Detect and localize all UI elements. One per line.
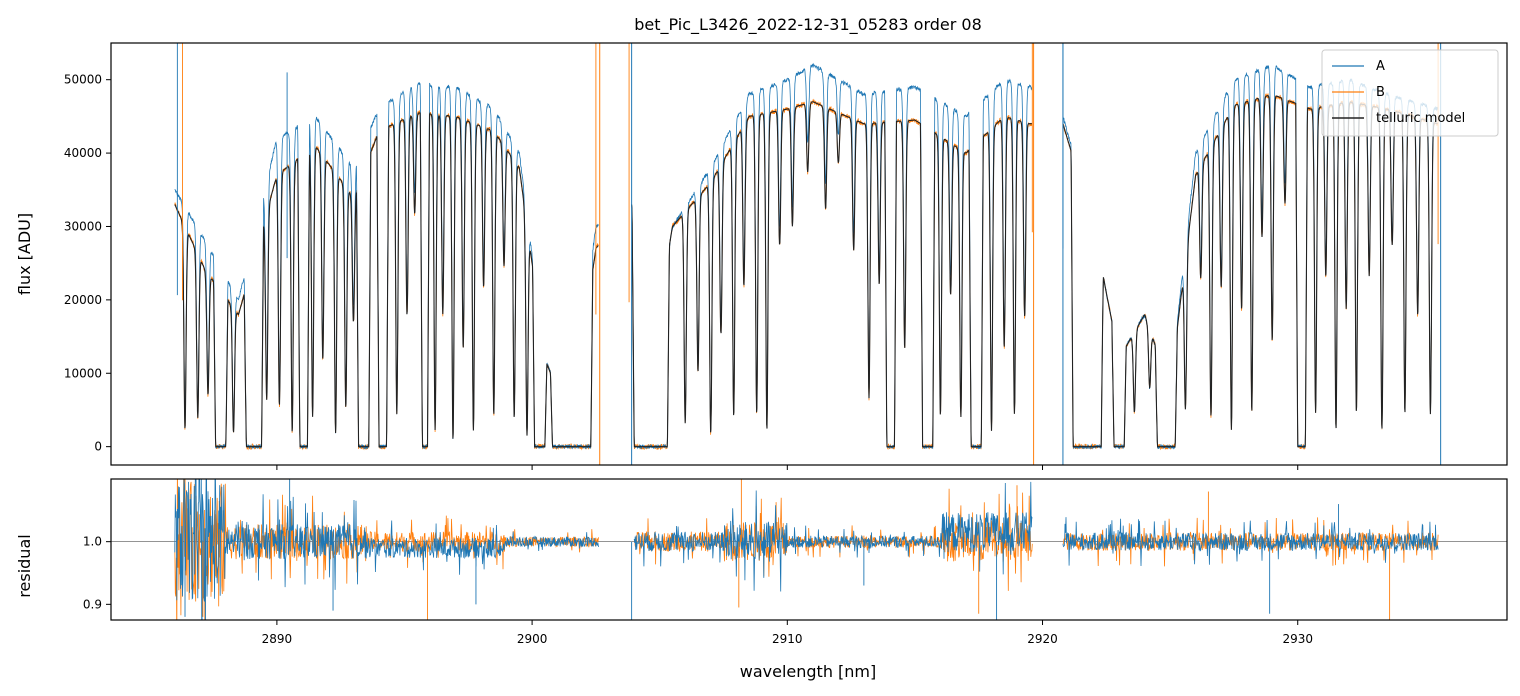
chart-title: bet_Pic_L3426_2022-12-31_05283 order 08 [634, 15, 982, 35]
flux-panel: 0 10000 20000 30000 40000 50000 flux [ADU] AB… [15, 42, 1508, 470]
residual-panel: 0.9 1.0 2890 2900 2910 2920 2930 residual wave… [15, 478, 1508, 681]
telluric-model-line [631, 101, 1033, 448]
flux-plot-area [174, 43, 1442, 465]
residual-a-line [633, 481, 1033, 592]
residual-y-axis-label: residual [15, 534, 34, 597]
x-tick-label: 2910 [772, 632, 803, 646]
flux-y-tick-label: 10000 [64, 366, 102, 380]
flux-y-tick-label: 20000 [64, 293, 102, 307]
telluric-model-line [174, 112, 599, 448]
residual-panel-frame [110, 478, 1508, 621]
flux-y-tick-label: 50000 [64, 73, 102, 87]
residual-y-tick-label: 0.9 [83, 597, 102, 611]
legend-box [1321, 49, 1499, 137]
flux-y-tick-label: 40000 [64, 146, 102, 160]
residual-a-line [1062, 517, 1439, 567]
telluric-model-line [1062, 95, 1438, 448]
legend-label-a: A [1376, 59, 1385, 74]
x-tick-label: 2900 [517, 632, 548, 646]
flux-panel-frame [110, 42, 1508, 466]
x-axis-label: wavelength [nm] [740, 662, 877, 681]
residual-y-tick-label: 1.0 [83, 535, 102, 549]
legend-label-b: B [1376, 85, 1385, 100]
flux-y-tick-label: 30000 [64, 219, 102, 233]
residual-axes: 0.9 1.0 2890 2900 2910 2920 2930 [83, 535, 1313, 646]
x-tick-label: 2930 [1282, 632, 1313, 646]
series-a-line [631, 62, 1033, 450]
residual-plot-area [111, 479, 1507, 620]
flux-y-tick-label: 0 [94, 440, 102, 454]
x-tick-label: 2890 [262, 632, 293, 646]
residual-a-line [174, 479, 599, 620]
flux-y-axis-label: flux [ADU] [15, 213, 34, 295]
legend-label-model: telluric model [1376, 111, 1465, 126]
series-b-line [631, 98, 1033, 451]
x-tick-label: 2920 [1027, 632, 1058, 646]
flux-axes: 0 10000 20000 30000 40000 50000 [64, 73, 1299, 470]
